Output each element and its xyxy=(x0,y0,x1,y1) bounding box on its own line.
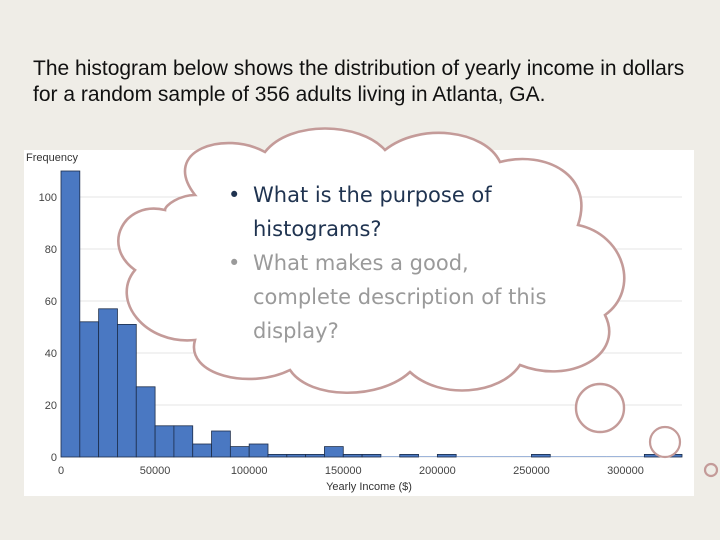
y-tick-label: 20 xyxy=(45,400,57,412)
question-1-text: What is the purpose of histograms? xyxy=(253,183,492,241)
histogram-bar xyxy=(418,456,438,457)
histogram-bar xyxy=(98,308,118,458)
bullet-1: • xyxy=(228,183,241,207)
x-tick-label: 250000 xyxy=(513,465,550,477)
bubble-questions: • What is the purpose of histograms? • W… xyxy=(228,178,548,348)
histogram-bar xyxy=(399,453,419,458)
histogram-bar xyxy=(643,453,664,458)
question-description: • What makes a good, complete descriptio… xyxy=(228,246,548,348)
x-tick-label: 200000 xyxy=(419,465,456,477)
histogram-bar xyxy=(229,446,250,458)
histogram-bar xyxy=(267,453,288,458)
histogram-bar xyxy=(248,443,269,458)
y-tick-labels: 0 20 40 60 80 100 xyxy=(39,192,57,464)
histogram-bar xyxy=(625,456,645,457)
histogram-bar xyxy=(662,453,683,458)
histogram-bar xyxy=(117,323,137,458)
bullet-2: • xyxy=(228,251,241,275)
question-2-text: What makes a good, complete description … xyxy=(253,251,547,343)
histogram-bar xyxy=(550,456,570,457)
intro-paragraph: The histogram below shows the distributi… xyxy=(33,57,685,106)
histogram-bar xyxy=(587,456,607,457)
histogram-bar xyxy=(569,456,588,457)
histogram-bar xyxy=(512,456,532,457)
x-tick-label: 50000 xyxy=(140,465,171,477)
histogram-bar xyxy=(192,443,212,458)
y-tick-label: 80 xyxy=(45,244,57,256)
histogram-bar xyxy=(342,453,363,458)
histogram-bar xyxy=(324,446,344,458)
y-axis-label: Frequency xyxy=(26,152,78,164)
histogram-bar xyxy=(79,321,100,458)
x-tick-label: 300000 xyxy=(607,465,644,477)
histogram-bar xyxy=(531,453,551,458)
question-purpose: • What is the purpose of histograms? xyxy=(228,178,548,246)
x-tick-label: 0 xyxy=(58,465,64,477)
x-tick-labels: 0 50000 100000 150000 200000 250000 300000 xyxy=(58,465,644,477)
y-tick-label: 100 xyxy=(39,192,57,204)
histogram-bar xyxy=(436,453,457,458)
histogram-bar xyxy=(60,170,81,458)
x-tick-label: 150000 xyxy=(325,465,362,477)
histogram-bar xyxy=(380,456,400,457)
y-tick-label: 60 xyxy=(45,296,57,308)
x-axis-label: Yearly Income ($) xyxy=(326,481,412,493)
x-tick-label: 100000 xyxy=(231,465,268,477)
histogram-bar xyxy=(456,456,475,457)
histogram-bar xyxy=(135,386,156,458)
histogram-bar xyxy=(305,453,325,458)
y-tick-label: 40 xyxy=(45,348,57,360)
histogram-bar xyxy=(173,425,194,458)
histogram-bar xyxy=(361,453,382,458)
histogram-bar xyxy=(286,453,307,458)
histogram-bar xyxy=(493,456,513,457)
histogram-bar xyxy=(606,456,626,457)
thought-bubble-circle-small xyxy=(703,462,719,478)
y-tick-label: 0 xyxy=(51,452,57,464)
histogram-bar xyxy=(211,430,231,458)
histogram-bar xyxy=(475,456,494,457)
histogram-bar xyxy=(154,425,175,458)
histogram-bars xyxy=(60,170,683,458)
